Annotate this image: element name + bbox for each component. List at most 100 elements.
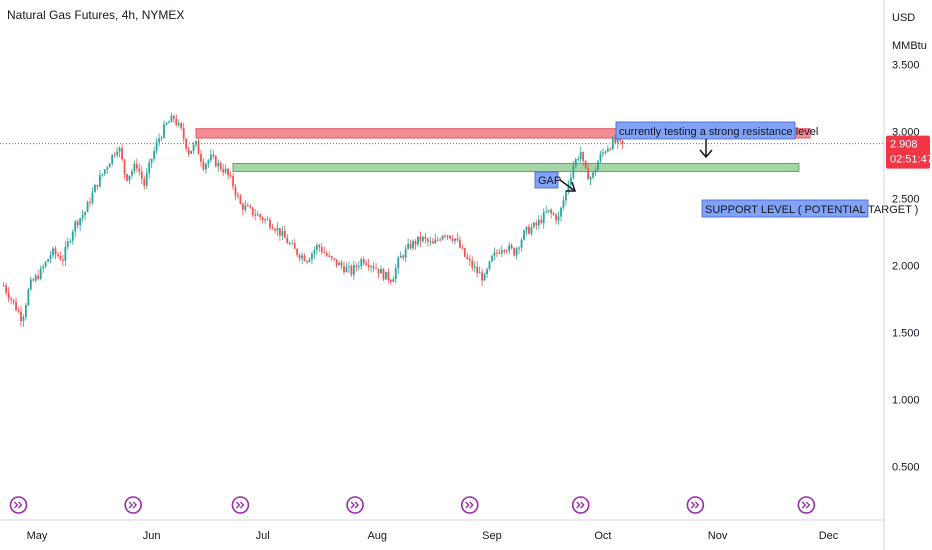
candle <box>313 246 316 259</box>
candle <box>86 200 89 213</box>
event-icon[interactable] <box>686 496 705 514</box>
candle <box>503 248 506 255</box>
candle <box>429 236 432 247</box>
candle <box>195 140 197 148</box>
candle <box>209 148 212 163</box>
candle <box>567 180 570 195</box>
candle <box>343 261 345 275</box>
candle <box>404 245 407 263</box>
candle <box>224 164 227 175</box>
candle <box>345 262 348 273</box>
candle <box>547 209 550 214</box>
candle <box>20 306 22 327</box>
support-note-box <box>701 199 869 218</box>
candle <box>219 160 222 172</box>
candle <box>296 248 299 258</box>
candle <box>606 145 609 153</box>
candle <box>303 253 306 262</box>
candle <box>394 263 397 284</box>
candle <box>456 232 459 243</box>
candle <box>278 228 281 241</box>
candle <box>222 163 225 177</box>
candle <box>81 209 84 222</box>
candle <box>128 175 131 185</box>
candle <box>246 202 249 207</box>
candle <box>471 256 474 271</box>
resistance-zone[interactable] <box>195 128 811 139</box>
y-tick-label: 3.500 <box>892 59 920 71</box>
candle <box>444 234 447 239</box>
price-axis[interactable]: USD MMBtu 0.500 1.000 1.500 2.000 2.500 3.000… <box>883 0 932 550</box>
last-price-label: 2.908 <box>890 139 918 151</box>
time-axis[interactable]: May Jun Jul Aug Sep Oct Nov Dec <box>0 519 884 542</box>
candle <box>542 208 545 229</box>
candle <box>298 253 301 262</box>
candle <box>44 260 47 268</box>
candle <box>459 236 461 249</box>
candle <box>340 259 343 270</box>
candle <box>491 255 493 263</box>
candle <box>370 264 373 273</box>
candle <box>293 239 296 249</box>
candle <box>227 168 230 180</box>
candle <box>197 138 200 155</box>
event-icon[interactable] <box>797 496 816 514</box>
event-icon[interactable] <box>124 496 142 514</box>
support-zone[interactable] <box>232 163 800 173</box>
candle <box>239 193 242 205</box>
y-tick-label: 3.000 <box>892 126 920 138</box>
event-icon[interactable] <box>460 496 479 514</box>
candle <box>325 250 328 258</box>
candle <box>505 248 508 254</box>
candle <box>34 273 37 283</box>
candle <box>468 254 471 266</box>
candle <box>461 244 464 250</box>
candle <box>523 229 525 241</box>
candle <box>153 146 156 162</box>
event-icon[interactable] <box>231 496 250 514</box>
candle <box>579 146 582 164</box>
candle <box>333 257 336 262</box>
x-tick-label: May <box>27 530 48 542</box>
candle <box>441 234 444 241</box>
candle <box>592 171 594 180</box>
candle <box>389 278 392 285</box>
candle <box>175 114 178 127</box>
event-icon[interactable] <box>346 496 364 514</box>
candle <box>32 277 35 282</box>
candle <box>357 261 360 271</box>
last-price-tag: 2.908 02:51:47 <box>886 135 932 169</box>
candle <box>274 227 276 234</box>
candle <box>217 159 220 173</box>
candle <box>74 219 77 238</box>
candle <box>375 262 377 270</box>
candle <box>414 239 417 251</box>
candle <box>264 218 266 224</box>
candle <box>123 159 126 180</box>
candle <box>118 146 121 158</box>
gap-note[interactable]: GAP <box>534 171 561 189</box>
candle <box>530 223 533 237</box>
candle <box>281 225 284 241</box>
candle <box>180 121 183 131</box>
countdown-label: 02:51:47 <box>890 154 932 166</box>
candle <box>143 175 146 190</box>
event-icon[interactable] <box>9 496 28 514</box>
y-tick-labels: 0.500 1.000 1.500 2.000 2.500 3.000 3.500 <box>892 59 920 473</box>
resistance-note[interactable]: currently testing a strong resistance le… <box>615 121 818 140</box>
candle <box>387 268 390 284</box>
candle <box>555 213 557 225</box>
candle <box>372 261 375 272</box>
candle <box>574 157 577 169</box>
candle <box>330 255 333 261</box>
candle <box>163 120 165 139</box>
support-note[interactable]: SUPPORT LEVEL ( POTENTIAL TARGET ) <box>701 199 918 218</box>
candle <box>417 236 419 247</box>
candle <box>434 233 437 245</box>
candle <box>609 147 612 151</box>
candle <box>200 149 202 167</box>
x-tick-label: Jun <box>143 530 161 542</box>
event-icon[interactable] <box>571 496 590 514</box>
candle <box>286 234 289 244</box>
